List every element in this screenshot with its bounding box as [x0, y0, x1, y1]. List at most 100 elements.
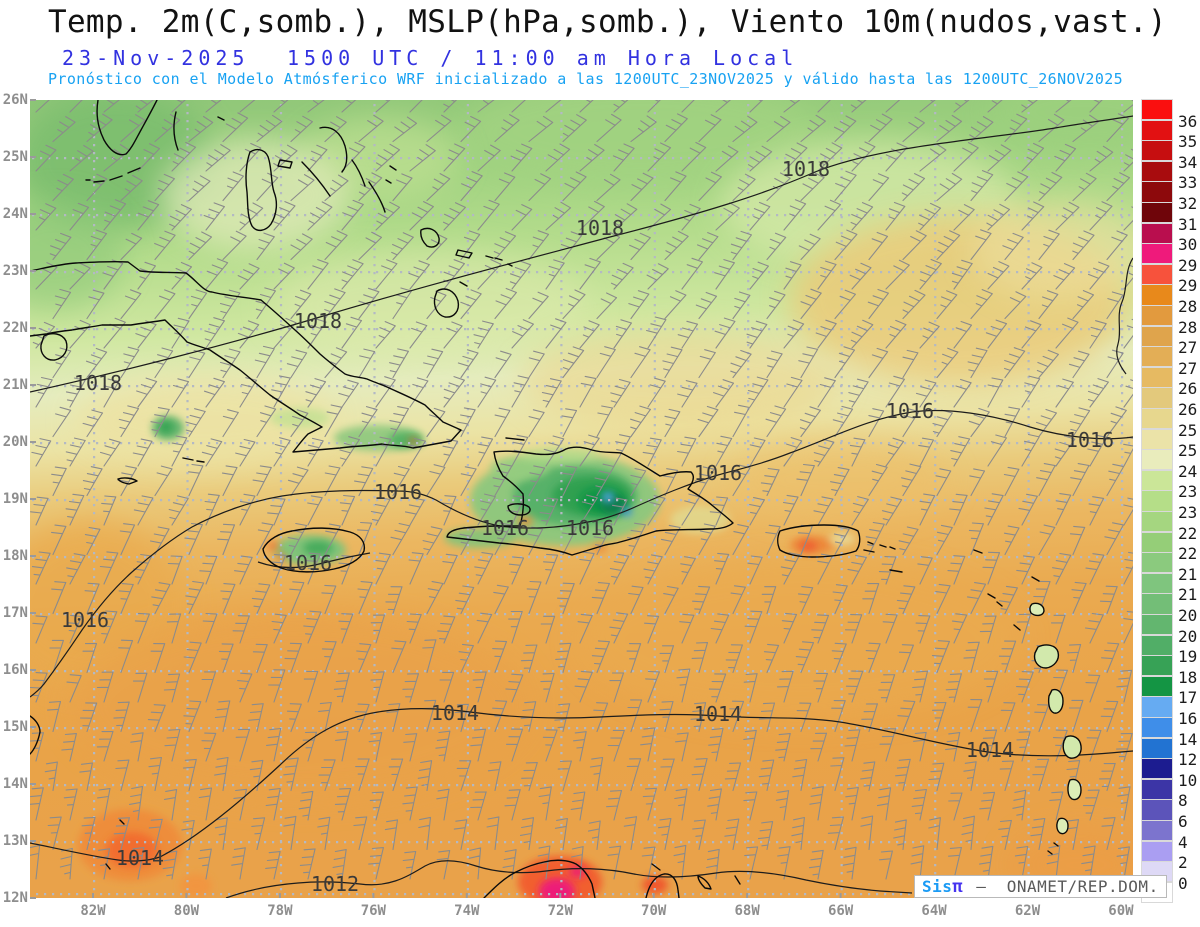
colorbar-cell: [1141, 428, 1173, 450]
colorbar-cell: [1141, 222, 1173, 244]
colorbar-cell: [1141, 201, 1173, 224]
colorbar-label: 27: [1178, 358, 1198, 378]
colorbar-cell: [1141, 552, 1173, 574]
isobar-label: 1014: [966, 738, 1014, 762]
lon-label: 82W: [80, 903, 106, 919]
colorbar-label: 25.5: [1178, 420, 1200, 440]
isobar-labels: 1018 1018 1018 1018 1016 1016 1016 1016 1016 1016…: [61, 157, 1114, 896]
lat-label: 18N: [2, 548, 28, 564]
isobar-label: 1012: [311, 872, 359, 896]
colorbar-label: 23: [1178, 503, 1198, 522]
colorbar-label: 21.5: [1178, 564, 1200, 584]
colorbar-label: 30.7: [1178, 235, 1200, 255]
coastlines: [30, 100, 1082, 898]
isobar-label: 1018: [576, 216, 624, 240]
colorbar-label: 22: [1178, 544, 1198, 564]
colorbar-cell: [1141, 304, 1173, 327]
colorbar-label: 20: [1178, 626, 1198, 646]
isobar-label: 1016: [61, 608, 109, 632]
colorbar-label: 36: [1178, 111, 1198, 131]
colorbar-cell: [1141, 510, 1173, 533]
temperature-shading-blobs: [30, 100, 1133, 898]
lon-label: 70W: [641, 903, 667, 919]
colorbar-label: 26.5: [1178, 379, 1200, 399]
colorbar-label: 24: [1178, 461, 1198, 481]
mslp-isobars: [30, 115, 1133, 898]
lat-label: 22N: [2, 320, 28, 336]
lon-label: 68W: [734, 903, 760, 919]
colorbar-label: 12: [1178, 750, 1198, 770]
colorbar-label: 2: [1178, 853, 1188, 873]
lat-label: 20N: [2, 434, 28, 450]
valid-date: 23-Nov-2025: [62, 46, 250, 70]
colorbar-cell: [1141, 737, 1173, 759]
colorbar-label: 4: [1178, 832, 1188, 852]
lon-label: 74W: [454, 903, 480, 919]
isobar-label: 1018: [294, 309, 342, 333]
colorbar-cell: [1141, 449, 1173, 471]
colorbar-cell: [1141, 243, 1173, 265]
isobar-label: 1016: [694, 461, 742, 485]
isobar-label: 1014: [116, 846, 164, 870]
colorbar-label: 26: [1178, 400, 1198, 419]
lat-label: 24N: [2, 206, 28, 222]
colorbar-cell: [1141, 531, 1173, 553]
colorbar-label: 28.5: [1178, 297, 1200, 316]
isobar-label: 1016: [284, 551, 332, 575]
lon-label: 64W: [921, 903, 947, 919]
colorbar-label: 21: [1178, 585, 1198, 605]
colorbar-cell: [1141, 98, 1173, 121]
colorbar-label: 32: [1178, 194, 1198, 213]
colorbar-cell: [1141, 572, 1173, 594]
lon-label: 80W: [173, 903, 200, 919]
colorbar-cell: [1141, 778, 1173, 800]
colorbar-cell: [1141, 613, 1173, 636]
colorbar-label: 18: [1178, 667, 1198, 687]
lon-label: 76W: [360, 903, 386, 919]
colorbar-cell: [1141, 160, 1173, 182]
colorbar-label: 28: [1178, 317, 1198, 337]
colorbar-cell: [1141, 140, 1173, 162]
colorbar-label: 25: [1178, 441, 1198, 461]
watermark: Sis π – ONAMET/REP.DOM.: [914, 875, 1167, 898]
isobar-label: 1016: [1066, 428, 1114, 452]
colorbar-label: 23.5: [1178, 482, 1200, 502]
lon-label: 66W: [827, 903, 854, 919]
lat-label: 26N: [2, 92, 28, 108]
colorbar-cell: [1141, 469, 1173, 491]
isobar-label: 1014: [431, 701, 479, 725]
lat-label: 15N: [2, 719, 28, 735]
colorbar-label: 33: [1178, 173, 1198, 193]
isobar-label: 1014: [694, 702, 742, 726]
lat-label: 16N: [2, 662, 28, 678]
isobar-label: 1016: [886, 399, 934, 423]
colorbar-label: 6: [1178, 812, 1188, 831]
colorbar-cell: [1141, 119, 1173, 141]
colorbar-cell: [1141, 799, 1173, 821]
lon-label: 72W: [547, 903, 573, 919]
colorbar-cell: [1141, 407, 1173, 430]
page-title: Temp. 2m(C,somb.), MSLP(hPa,somb.), Vien…: [48, 4, 1167, 40]
colorbar-label: 10: [1178, 770, 1198, 790]
colorbar-label: 17: [1178, 688, 1198, 708]
colorbar-label: 29: [1178, 276, 1198, 296]
colorbar-label: 35: [1178, 132, 1198, 152]
colorbar-cell: [1141, 366, 1173, 388]
colorbar-label: 20.5: [1178, 606, 1200, 625]
colorbar-cell: [1141, 819, 1173, 842]
isobar-label: 1018: [74, 371, 122, 395]
isobar-label: 1016: [374, 480, 422, 504]
colorbar-cell: [1141, 716, 1173, 739]
colorbar-cell: [1141, 181, 1173, 203]
forecast-description: Pronóstico con el Modelo Atmósferico WRF…: [48, 70, 1124, 88]
lon-label: 60W: [1108, 903, 1134, 919]
lon-label: 78W: [267, 903, 293, 919]
colorbar-label: 0: [1178, 873, 1188, 893]
colorbar-cell: [1141, 634, 1173, 656]
wind-barbs: [30, 100, 1133, 880]
colorbar-cell: [1141, 346, 1173, 368]
valid-time: 1500 UTC / 11:00 am Hora Local: [287, 46, 799, 70]
colorbar-label: 34: [1178, 152, 1198, 172]
